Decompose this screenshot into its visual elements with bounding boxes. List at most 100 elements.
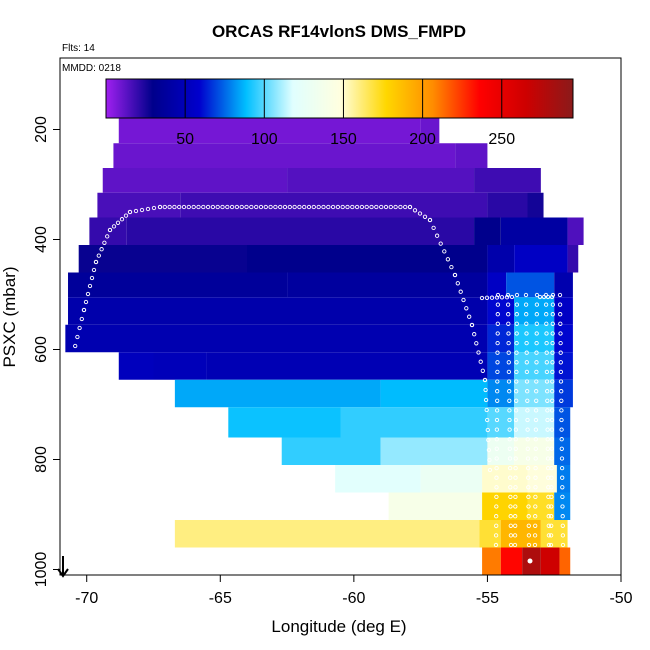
track-point xyxy=(560,485,565,490)
track-point xyxy=(81,307,87,313)
heatmap-cell xyxy=(554,379,573,408)
plot-area: MMDD: 0218 50 100 150 200 250 xyxy=(57,57,622,578)
track-point xyxy=(559,465,565,471)
track-point xyxy=(558,360,563,365)
y-tick-label: 600 xyxy=(33,336,50,363)
track-point xyxy=(549,494,554,500)
track-point xyxy=(494,494,499,500)
track-point xyxy=(506,331,511,336)
track-point xyxy=(507,398,512,403)
track-point xyxy=(495,369,500,375)
track-point xyxy=(514,350,519,355)
track-point xyxy=(345,204,350,210)
heatmap-cell xyxy=(487,272,507,298)
heatmap-cell xyxy=(482,465,528,493)
track-point xyxy=(560,533,566,538)
date-annotation: MMDD: 0218 xyxy=(62,63,121,74)
heatmap-cell xyxy=(514,297,555,325)
track-point xyxy=(157,204,163,210)
track-point xyxy=(480,368,485,373)
track-point xyxy=(364,204,369,210)
heatmap-cell xyxy=(554,297,573,325)
track-point xyxy=(75,334,80,340)
track-point xyxy=(278,204,283,210)
track-point xyxy=(541,294,547,300)
track-point xyxy=(472,332,477,337)
track-point xyxy=(533,485,538,490)
track-point xyxy=(533,456,538,461)
track-point xyxy=(513,446,518,451)
track-point xyxy=(494,475,499,480)
track-point xyxy=(494,523,499,528)
track-point xyxy=(494,446,499,451)
track-point xyxy=(507,456,513,461)
track-point xyxy=(545,408,550,413)
track-point xyxy=(431,225,436,231)
track-point xyxy=(493,542,499,548)
track-point xyxy=(495,389,500,394)
track-point xyxy=(506,321,511,326)
track-point xyxy=(558,321,563,326)
track-point xyxy=(545,427,550,432)
track-point xyxy=(350,204,355,210)
track-point xyxy=(560,523,565,528)
heatmap-cell xyxy=(126,217,475,245)
track-point xyxy=(493,533,499,538)
x-tick-label: -70 xyxy=(75,590,98,607)
track-point xyxy=(494,427,500,432)
track-point xyxy=(69,363,74,368)
track-point xyxy=(526,523,531,528)
track-point xyxy=(525,446,530,451)
track-point xyxy=(513,456,518,461)
track-point xyxy=(485,427,490,433)
x-tick-label: -60 xyxy=(342,590,365,607)
track-point xyxy=(201,204,206,210)
track-point xyxy=(525,465,531,471)
track-point xyxy=(545,446,550,451)
track-point xyxy=(559,408,564,413)
colorbar: 50 100 150 200 250 xyxy=(105,78,574,148)
track-point xyxy=(513,475,518,480)
track-point xyxy=(549,294,555,300)
track-point xyxy=(393,204,398,210)
track-point xyxy=(89,275,95,281)
track-point xyxy=(525,427,530,432)
track-point xyxy=(263,204,268,210)
track-point xyxy=(107,227,113,233)
track-point xyxy=(526,514,531,519)
track-point xyxy=(483,397,489,403)
track-point xyxy=(545,389,550,394)
track-point xyxy=(123,213,129,218)
heatmap-cell xyxy=(554,352,573,380)
track-point xyxy=(427,217,433,223)
track-point xyxy=(514,292,520,298)
track-point xyxy=(532,542,538,548)
track-point xyxy=(559,456,565,461)
track-point xyxy=(525,437,530,442)
track-point xyxy=(438,241,443,246)
track-point xyxy=(507,417,512,423)
heatmap-cell xyxy=(554,324,573,353)
track-point xyxy=(550,340,555,346)
track-point xyxy=(388,204,393,210)
heatmap-cell xyxy=(97,192,181,218)
track-point xyxy=(548,542,554,548)
track-point xyxy=(499,295,505,300)
track-point xyxy=(534,331,539,336)
track-point xyxy=(534,302,540,307)
heatmap-cell xyxy=(567,245,579,273)
heatmap-cell xyxy=(487,352,515,380)
track-point xyxy=(119,217,125,222)
track-point xyxy=(508,475,513,480)
heatmap-cell xyxy=(554,437,571,465)
track-point xyxy=(513,494,518,500)
track-point xyxy=(70,352,76,358)
heatmap-cell xyxy=(487,324,515,353)
track-point xyxy=(151,205,157,211)
track-point xyxy=(508,533,514,538)
colorbar-ticks: 50 100 150 200 250 xyxy=(176,79,515,148)
track-point xyxy=(495,379,500,384)
track-point xyxy=(225,204,230,210)
track-point xyxy=(398,204,403,210)
track-point xyxy=(514,312,519,317)
